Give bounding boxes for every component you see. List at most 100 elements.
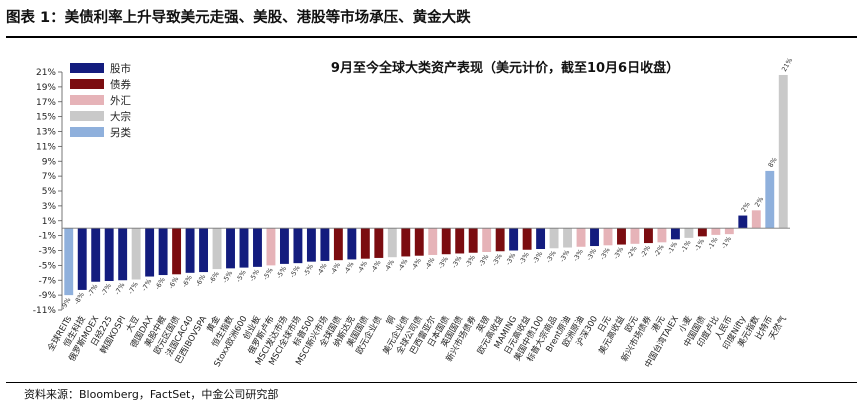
bar-data-label: -3% <box>545 249 558 264</box>
bar <box>104 228 114 281</box>
bar-data-label: -5% <box>288 264 301 279</box>
bar <box>563 228 573 248</box>
y-tick-label: 17% <box>36 98 56 108</box>
bar <box>158 228 168 276</box>
bar-data-label: -7% <box>113 281 126 296</box>
bar-data-label: -3% <box>437 255 450 270</box>
bar-data-label: 21% <box>780 56 794 73</box>
bar-data-label: -5% <box>302 263 315 278</box>
y-tick-label: -7% <box>38 276 56 286</box>
bar <box>360 228 370 259</box>
legend-label: 大宗 <box>110 110 131 123</box>
bar-data-label: -2% <box>639 244 652 259</box>
bar <box>306 228 316 262</box>
bar-data-label: -3% <box>518 251 531 266</box>
bar-data-label: -3% <box>531 250 544 265</box>
bar-data-label: -8% <box>73 291 86 306</box>
bottom-rule <box>6 382 857 383</box>
bar <box>64 228 74 296</box>
chart-title: 9月至今全球大类资产表现（美元计价，截至10月6日收盘） <box>331 60 679 76</box>
y-tick-label: 15% <box>36 113 56 123</box>
bar <box>670 228 680 240</box>
bar <box>374 228 384 258</box>
bar <box>266 228 276 266</box>
y-tick-label: -3% <box>38 247 56 257</box>
bar-data-label: -3% <box>504 252 517 267</box>
y-tick-label: 11% <box>36 142 56 152</box>
bar-data-label: -4% <box>383 258 396 273</box>
bar <box>91 228 101 282</box>
bar-data-label: -5% <box>248 268 261 283</box>
legend-label: 另类 <box>110 126 131 139</box>
bar <box>468 228 478 253</box>
bar-data-label: -3% <box>491 252 504 267</box>
bar-data-label: -4% <box>342 260 355 275</box>
bar-data-label: -1% <box>679 239 692 254</box>
y-tick-label: 19% <box>36 83 56 93</box>
bar <box>293 228 303 264</box>
bar <box>576 228 586 247</box>
bar <box>630 228 640 244</box>
bar <box>172 228 182 275</box>
figure-title: 图表 1：美债利率上升导致美元走强、美股、港股等市场承压、黄金大跌 <box>6 10 471 26</box>
bar <box>684 228 694 238</box>
bar <box>603 228 613 246</box>
bar-data-label: -4% <box>396 257 409 272</box>
bar-data-label: -2% <box>625 245 638 260</box>
legend-swatch <box>70 95 104 105</box>
bar-data-label: 8% <box>767 156 779 169</box>
bar-data-label: -3% <box>464 254 477 269</box>
bar <box>778 74 788 229</box>
bar-data-label: -9% <box>59 296 72 311</box>
bars: -9%全球REITs-8%恒生科技-7%俄罗斯MOEX-7%日经225-7%韩国… <box>45 56 794 369</box>
bar <box>414 228 424 256</box>
bar-data-label: -7% <box>127 281 140 296</box>
bar <box>401 228 411 257</box>
bar <box>145 228 155 277</box>
bar <box>482 228 492 252</box>
bar-data-label: -1% <box>720 235 733 250</box>
bar <box>617 228 626 245</box>
bar-data-label: -6% <box>208 270 221 285</box>
bar <box>765 170 775 229</box>
bar-data-label: -4% <box>315 262 328 277</box>
bar <box>253 228 262 267</box>
bar-data-label: -6% <box>194 273 207 288</box>
bar <box>239 228 249 268</box>
bar <box>657 228 667 243</box>
bar-data-label: -5% <box>275 265 288 280</box>
bar-data-label: -5% <box>234 269 247 284</box>
bar-data-label: -7% <box>86 283 99 298</box>
bar-data-label: -6% <box>154 276 167 291</box>
bar-data-label: -7% <box>140 278 153 293</box>
legend-swatch <box>70 111 104 121</box>
y-tick-label: 1% <box>42 217 57 227</box>
bar <box>495 228 505 252</box>
bar-data-label: -1% <box>666 240 679 255</box>
y-tick-label: 9% <box>42 157 57 167</box>
bar-data-label: -6% <box>181 274 194 289</box>
bar <box>643 228 653 244</box>
bar-data-label: -5% <box>221 269 234 284</box>
source-note: 资料来源：Bloomberg，FactSet，中金公司研究部 <box>24 388 279 401</box>
bar <box>199 228 209 273</box>
y-tick-label: 5% <box>42 187 57 197</box>
bar <box>711 228 721 235</box>
legend-swatch <box>70 127 104 137</box>
y-tick-label: -9% <box>38 291 56 301</box>
y-tick-label: 3% <box>42 202 57 212</box>
bar-data-label: -4% <box>329 261 342 276</box>
bar <box>536 228 546 250</box>
bar-data-label: -2% <box>652 243 665 258</box>
bar <box>441 228 451 255</box>
y-axis: 21% 19% 17% 15% 13% 11% 9% 7% 5% 3% 1% -1% -3% -5% -7%… <box>33 68 63 316</box>
y-tick-label: 7% <box>42 172 57 182</box>
y-tick-label: 13% <box>36 128 56 138</box>
legend-swatch <box>70 63 104 73</box>
bar <box>509 228 519 251</box>
bar <box>347 228 357 260</box>
bar-data-label: -6% <box>167 275 180 290</box>
bar-data-label: -1% <box>706 236 719 251</box>
